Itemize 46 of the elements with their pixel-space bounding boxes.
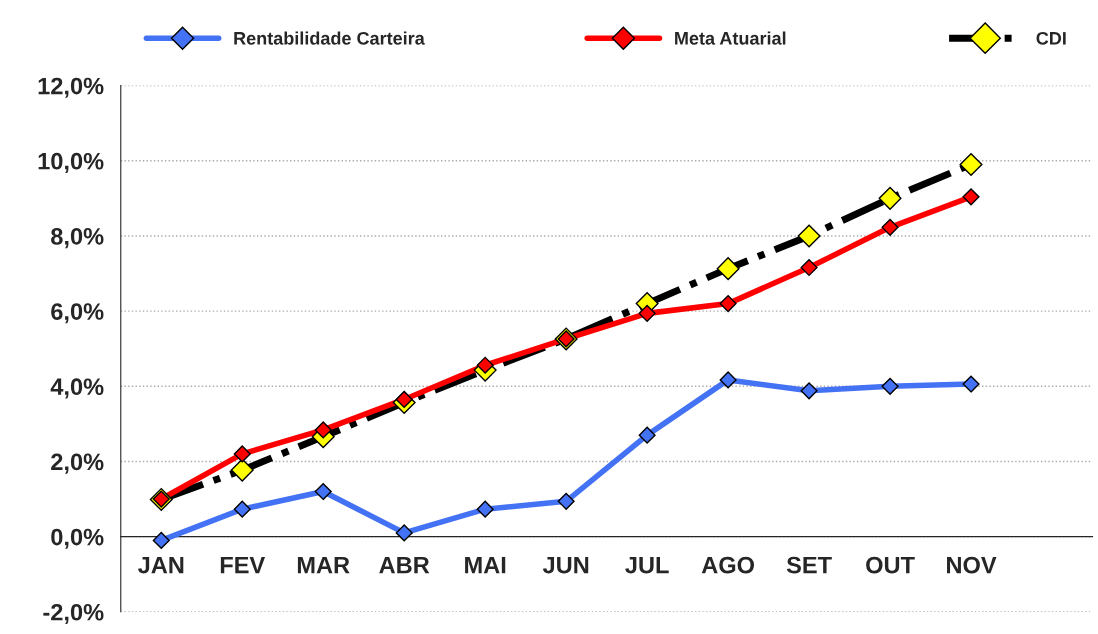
point — [233, 500, 251, 518]
y-tick-label: 4,0% — [50, 378, 104, 399]
y-tick-label: 6,0% — [51, 303, 104, 324]
x-tick-label: ABR — [379, 556, 430, 574]
x-tick-label: MAI — [465, 556, 506, 574]
x-tick-label: JUN — [542, 556, 589, 574]
point — [962, 188, 980, 206]
point — [314, 482, 332, 501]
point — [476, 500, 494, 518]
x-tick-label: OUT — [866, 556, 915, 574]
point — [152, 531, 170, 549]
point — [557, 492, 575, 510]
legend-label: Meta Atuarial — [675, 31, 786, 45]
point — [638, 426, 656, 444]
point — [797, 224, 821, 248]
point — [719, 295, 737, 313]
point — [878, 186, 902, 210]
x-tick-label: JUL — [625, 556, 669, 574]
point — [230, 458, 254, 482]
point — [314, 421, 332, 439]
y-tick-label: -2,0% — [43, 603, 104, 625]
point — [800, 382, 818, 400]
point — [719, 371, 737, 389]
legend-label: CDI — [1036, 31, 1066, 45]
point — [716, 257, 740, 281]
point — [959, 153, 983, 177]
point — [800, 258, 818, 277]
y-tick-label: 0,0% — [51, 528, 104, 549]
point — [476, 356, 494, 374]
point — [881, 218, 899, 236]
point — [233, 445, 251, 463]
point — [881, 377, 899, 395]
x-tick-label: NOV — [947, 556, 997, 574]
x-tick-label: FEV — [220, 556, 266, 574]
x-tick-label: SET — [786, 556, 832, 574]
point — [962, 375, 980, 393]
x-tick-label: JAN — [138, 556, 184, 574]
y-tick-label: 12,0% — [38, 77, 104, 98]
point — [638, 304, 656, 322]
legend-label: Rentabilidade Carteira — [234, 31, 425, 45]
y-tick-label: 8,0% — [51, 228, 104, 249]
y-tick-label: 10,0% — [38, 152, 104, 173]
point — [395, 524, 413, 542]
x-tick-label: MAR — [297, 556, 350, 574]
x-tick-label: AGO — [701, 556, 755, 574]
y-tick-label: 2,0% — [51, 453, 104, 474]
